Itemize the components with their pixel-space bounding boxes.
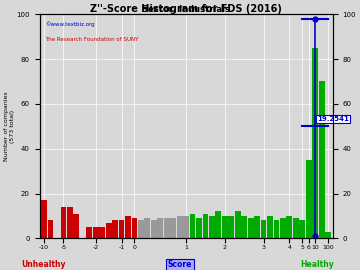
Bar (280, 218, 286, 238)
Bar (183, 216, 189, 238)
Bar (274, 220, 279, 238)
Bar (293, 218, 299, 238)
Text: ©www.textbiz.org: ©www.textbiz.org (45, 21, 95, 26)
Bar (241, 216, 247, 238)
Bar (41, 200, 47, 238)
Bar (67, 207, 73, 238)
Bar (312, 48, 318, 238)
Bar (261, 220, 266, 238)
Bar (267, 216, 273, 238)
Y-axis label: Number of companies
(573 total): Number of companies (573 total) (4, 92, 15, 161)
Bar (177, 216, 183, 238)
Bar (86, 227, 92, 238)
Bar (60, 207, 66, 238)
Bar (300, 220, 305, 238)
Bar (248, 218, 253, 238)
Bar (235, 211, 240, 238)
Bar (216, 211, 221, 238)
Bar (190, 214, 195, 238)
Bar (228, 216, 234, 238)
Bar (144, 218, 150, 238)
Bar (106, 223, 112, 238)
Bar (93, 227, 99, 238)
Bar (196, 218, 202, 238)
Text: Sector: Industrials: Sector: Industrials (142, 5, 230, 14)
Bar (287, 216, 292, 238)
Bar (254, 216, 260, 238)
Bar (164, 218, 170, 238)
Bar (131, 218, 138, 238)
Bar (170, 218, 176, 238)
Bar (306, 160, 312, 238)
Bar (151, 220, 157, 238)
Bar (325, 232, 331, 238)
Title: Z''-Score Histogram for FDS (2016): Z''-Score Histogram for FDS (2016) (90, 4, 282, 14)
Bar (99, 227, 105, 238)
Bar (222, 216, 228, 238)
Bar (209, 216, 215, 238)
Bar (112, 220, 118, 238)
Text: Score: Score (168, 260, 192, 269)
Text: 19.2541: 19.2541 (317, 116, 349, 122)
Bar (48, 220, 53, 238)
Bar (73, 214, 79, 238)
Text: Healthy: Healthy (300, 260, 334, 269)
Text: The Research Foundation of SUNY: The Research Foundation of SUNY (45, 37, 139, 42)
Text: Unhealthy: Unhealthy (21, 260, 66, 269)
Bar (319, 82, 325, 238)
Bar (125, 216, 131, 238)
Bar (157, 218, 163, 238)
Bar (138, 220, 144, 238)
Bar (119, 220, 125, 238)
Bar (203, 214, 208, 238)
